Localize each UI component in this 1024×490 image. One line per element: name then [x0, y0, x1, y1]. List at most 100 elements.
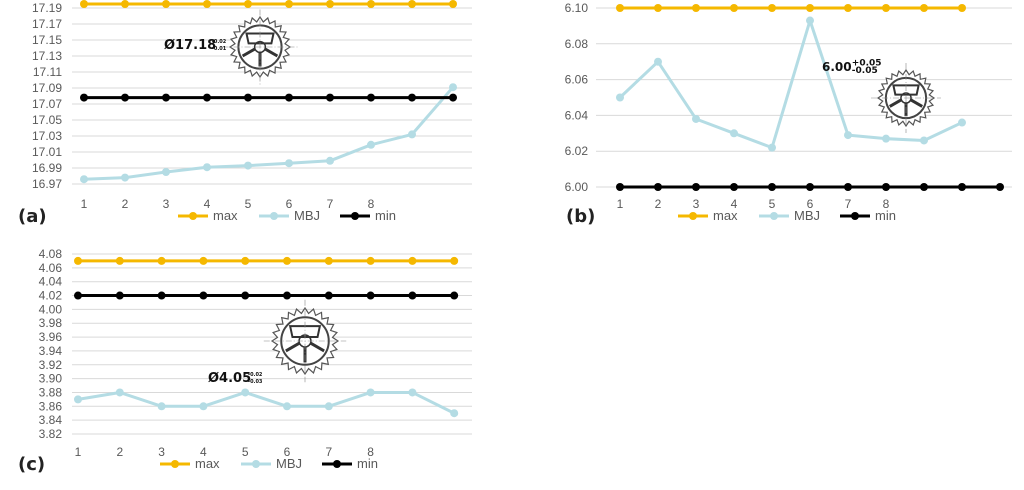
legend-item-max: max: [178, 208, 238, 223]
legend-item-min: min: [322, 456, 378, 471]
panel-label: (a): [18, 206, 47, 227]
data-point-mbj: [806, 16, 814, 25]
data-point-min: [996, 183, 1004, 191]
data-point-max: [616, 4, 624, 12]
gear-slot: [288, 325, 322, 339]
x-tick-label: 3: [693, 197, 700, 211]
tolerance-lower: -0.05: [852, 66, 878, 76]
legend-swatch-marker: [270, 212, 278, 220]
data-point-min: [408, 291, 417, 300]
data-point-mbj: [324, 402, 333, 411]
legend-label: MBJ: [294, 208, 320, 223]
legend-label: max: [713, 208, 738, 223]
y-tick-label: 6.10: [565, 1, 589, 15]
data-point-max: [408, 0, 416, 8]
y-tick-label: 6.02: [565, 144, 589, 158]
legend-swatch-marker: [252, 460, 260, 468]
data-point-min: [367, 93, 375, 102]
x-tick-label: 8: [883, 197, 890, 211]
data-point-mbj: [115, 388, 124, 397]
data-point-min: [80, 93, 88, 102]
x-tick-label: 6: [286, 197, 293, 211]
x-tick-label: 7: [845, 197, 852, 211]
data-point-max: [121, 0, 129, 8]
data-point-mbj: [367, 140, 375, 149]
x-tick-label: 6: [284, 445, 291, 459]
y-tick-label: 3.84: [39, 413, 63, 427]
legend-item-max: max: [678, 208, 738, 223]
data-point-mbj: [768, 143, 776, 152]
x-tick-label: 1: [75, 445, 82, 459]
legend-swatch-marker: [689, 212, 697, 220]
data-point-mbj: [616, 93, 624, 102]
data-point-mbj: [408, 388, 417, 397]
gear-spoke: [264, 47, 279, 58]
data-point-max: [449, 0, 457, 8]
data-point-mbj: [203, 163, 211, 172]
data-point-max: [199, 256, 208, 265]
data-point-mbj: [199, 402, 208, 411]
y-tick-label: 3.90: [39, 372, 63, 386]
legend-label: MBJ: [276, 456, 302, 471]
data-point-max: [324, 256, 333, 265]
data-point-min: [203, 93, 211, 102]
y-tick-label: 6.06: [565, 73, 589, 87]
legend-label: MBJ: [794, 208, 820, 223]
x-tick-label: 2: [122, 197, 129, 211]
y-tick-label: 16.99: [32, 161, 62, 175]
y-tick-label: 4.02: [39, 289, 63, 303]
y-tick-label: 16.97: [32, 177, 62, 191]
data-point-max: [115, 256, 124, 265]
data-point-mbj: [285, 159, 293, 168]
legend-label: max: [213, 208, 238, 223]
chart-panel-1: 16.97 16.99 17.01 17.03 17.05 17.07 17.09 17.11…: [18, 0, 472, 227]
legend-swatch-marker: [333, 460, 341, 468]
gear-spoke: [309, 341, 325, 353]
x-tick-label: 5: [242, 445, 249, 459]
gear-part-icon: [871, 63, 941, 133]
data-point-min: [882, 183, 890, 191]
dimension-label: 6.00: [822, 60, 852, 74]
legend-swatch-marker: [171, 460, 179, 468]
data-point-mbj: [958, 118, 966, 127]
data-point-min: [115, 291, 124, 300]
gear-spoke: [285, 341, 301, 353]
data-point-max: [654, 4, 662, 12]
data-point-min: [366, 291, 375, 300]
data-point-mbj: [244, 161, 252, 170]
y-tick-label: 17.01: [32, 145, 62, 159]
y-tick-label: 4.00: [39, 302, 63, 316]
data-point-mbj: [920, 136, 928, 145]
legend-swatch-marker: [851, 212, 859, 220]
data-point-min: [241, 291, 250, 300]
y-tick-label: 6.04: [565, 108, 589, 122]
legend-label: min: [375, 208, 396, 223]
y-tick-label: 3.82: [39, 427, 63, 441]
data-point-mbj: [450, 409, 459, 418]
legend-swatch-marker: [351, 212, 359, 220]
legend-item-max: max: [160, 456, 220, 471]
data-point-min: [162, 93, 170, 102]
legend-swatch-marker: [770, 212, 778, 220]
data-point-min: [616, 183, 624, 191]
data-point-min: [958, 183, 966, 191]
y-tick-label: 4.04: [39, 275, 63, 289]
y-tick-label: 17.11: [33, 65, 62, 79]
x-tick-label: 4: [204, 197, 211, 211]
x-tick-label: 7: [327, 197, 334, 211]
data-point-min: [199, 291, 208, 300]
data-point-max: [806, 4, 814, 12]
data-point-max: [241, 256, 250, 265]
panel-label: (b): [566, 206, 595, 227]
data-point-max: [162, 0, 170, 8]
gear-hub: [253, 40, 267, 54]
x-tick-label: 8: [368, 197, 375, 211]
data-point-mbj: [80, 175, 88, 184]
data-point-min: [74, 291, 82, 300]
gear-part-icon: [222, 9, 298, 85]
legend-label: min: [875, 208, 896, 223]
y-tick-label: 6.00: [565, 180, 589, 194]
x-tick-label: 7: [325, 445, 332, 459]
x-tick-label: 1: [81, 197, 88, 211]
data-point-max: [730, 4, 738, 12]
